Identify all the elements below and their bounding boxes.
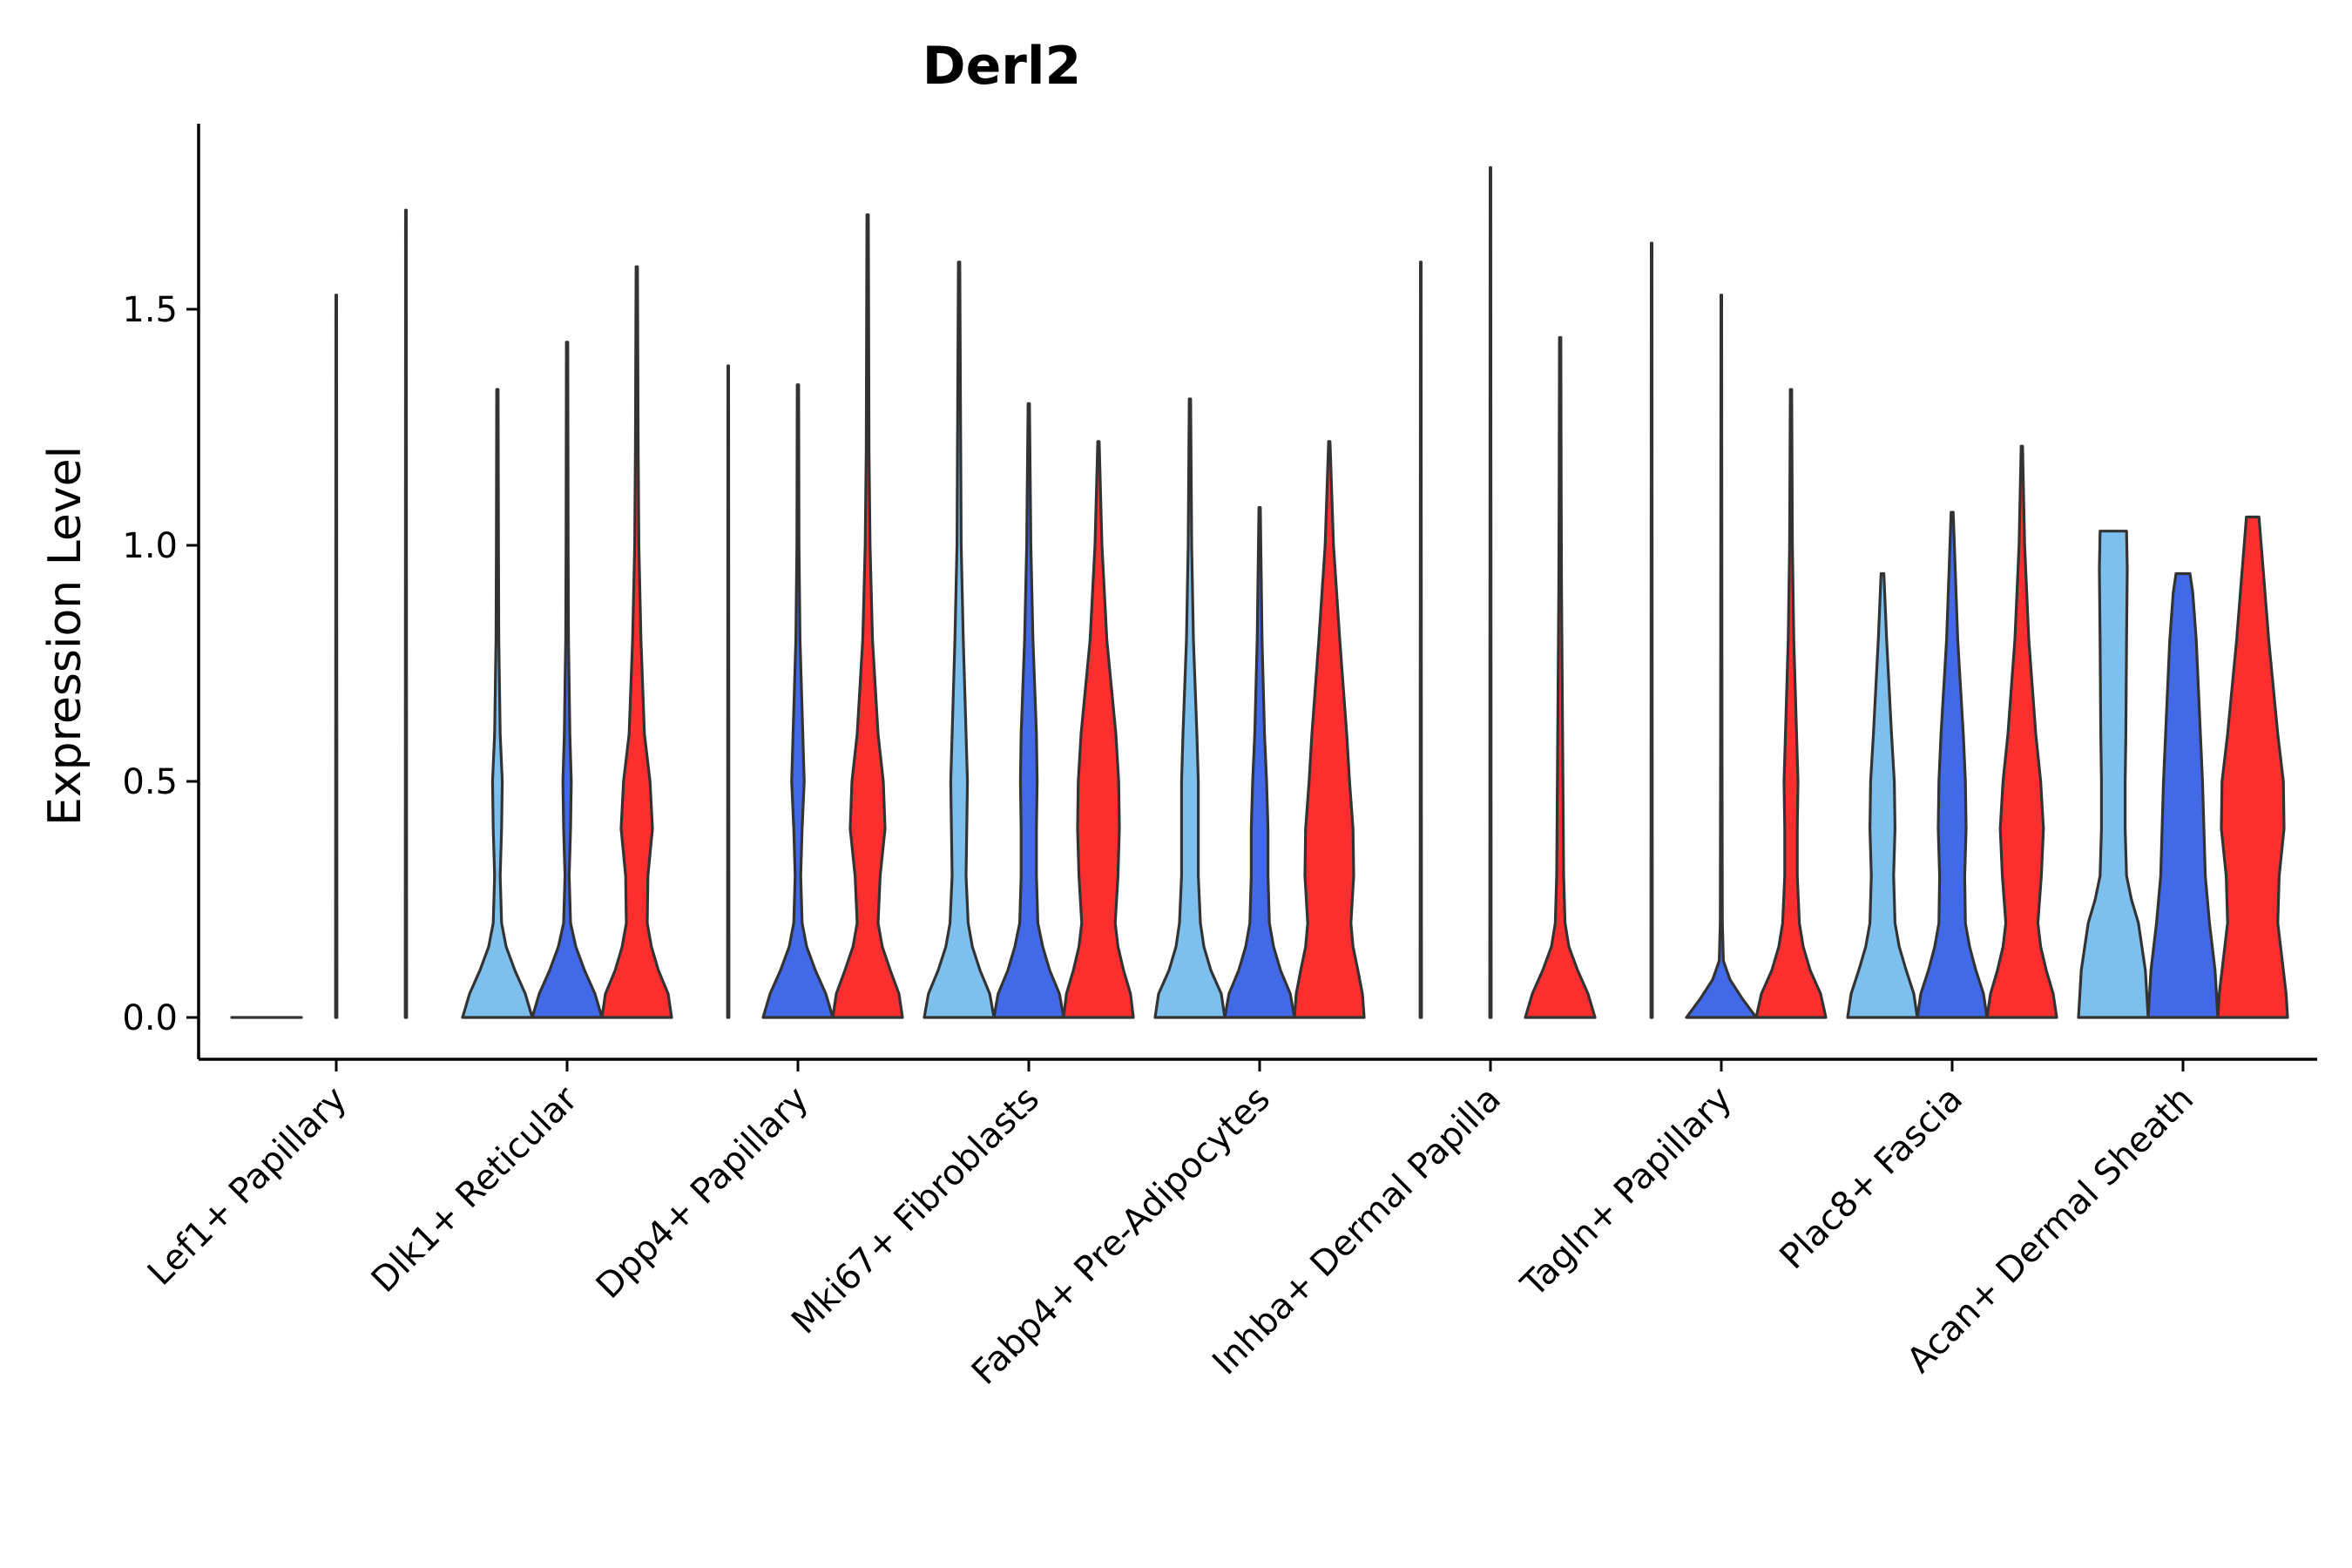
x-tick-label: Plac8+ Fascia bbox=[1773, 1079, 1971, 1278]
x-tick-label: Dpp4+ Papillary bbox=[589, 1079, 816, 1307]
violin-shape: Dpp4+ Papillary bbox=[761, 383, 835, 1019]
violin-shape: Lef1+ Papillary bbox=[334, 294, 339, 1019]
violin-shape: Fabp4+ Pre-Adipocytes bbox=[1293, 440, 1366, 1019]
violin-shape: Dlk1+ Reticular bbox=[461, 388, 534, 1019]
y-tick-label: 0.5 bbox=[122, 762, 178, 802]
violin-shape: Inhba+ Dermal Papilla bbox=[1524, 335, 1597, 1019]
violin-shape: Plac8+ Fascia bbox=[1916, 510, 1989, 1019]
violin-shape: Mki67+ Fibroblasts bbox=[1062, 440, 1135, 1019]
violin-shape: Inhba+ Dermal Papilla bbox=[1418, 260, 1423, 1019]
violin-shape: Tagln+ Papillary bbox=[1649, 241, 1654, 1019]
violin-shape: Lef1+ Papillary bbox=[403, 208, 409, 1019]
x-tick-label: Tagln+ Papillary bbox=[1513, 1079, 1740, 1306]
x-ticks: Lef1+ Papillary Dlk1+ Reticular Dpp4+ Papi… bbox=[140, 1059, 2201, 1393]
violin-shape: Acan+ Dermal Sheath bbox=[2146, 571, 2220, 1019]
violin-shape: Fabp4+ Pre-Adipocytes bbox=[1153, 397, 1227, 1019]
x-tick-label: Dlk1+ Reticular bbox=[364, 1078, 586, 1301]
violin-shape: Plac8+ Fascia bbox=[1985, 444, 2058, 1019]
violin-shape: Mki67+ Fibroblasts bbox=[992, 402, 1065, 1019]
violin-shape: Dpp4+ Papillary bbox=[831, 213, 904, 1019]
violin-shape: Tagln+ Papillary bbox=[1754, 388, 1828, 1019]
y-ticks: 0.0 0.5 1.0 1.5 bbox=[122, 290, 199, 1038]
violin-shape: Acan+ Dermal Sheath bbox=[2077, 530, 2150, 1019]
y-tick-label: 1.5 bbox=[122, 290, 178, 330]
violin-shape: Dlk1+ Reticular bbox=[600, 265, 673, 1019]
violin-shape: Dlk1+ Reticular bbox=[531, 341, 604, 1019]
violin-shape: Fabp4+ Pre-Adipocytes bbox=[1223, 506, 1296, 1019]
violin-shape: Inhba+ Dermal Papilla bbox=[1488, 166, 1493, 1019]
violin-layer: Lef1+ Papillary Lef1+ Papillary Dlk1+ Reti… bbox=[230, 166, 2289, 1019]
violin-shape: Mki67+ Fibroblasts bbox=[923, 260, 996, 1019]
chart-title: Derl2 bbox=[923, 36, 1081, 97]
y-tick-label: 1.0 bbox=[122, 526, 178, 566]
violin-shape: Plac8+ Fascia bbox=[1846, 571, 1919, 1019]
y-tick-label: 0.0 bbox=[122, 998, 178, 1038]
violin-shape: Dpp4+ Papillary bbox=[726, 364, 731, 1019]
violin-shape: Acan+ Dermal Sheath bbox=[2216, 515, 2289, 1019]
axes-layer bbox=[197, 124, 2317, 1061]
x-tick-label: Lef1+ Papillary bbox=[140, 1079, 355, 1294]
x-tick-label: Mki67+ Fibroblasts bbox=[784, 1079, 1047, 1342]
y-axis-label: Expression Level bbox=[39, 446, 91, 826]
violin-shape: Tagln+ Papillary bbox=[1685, 294, 1758, 1019]
